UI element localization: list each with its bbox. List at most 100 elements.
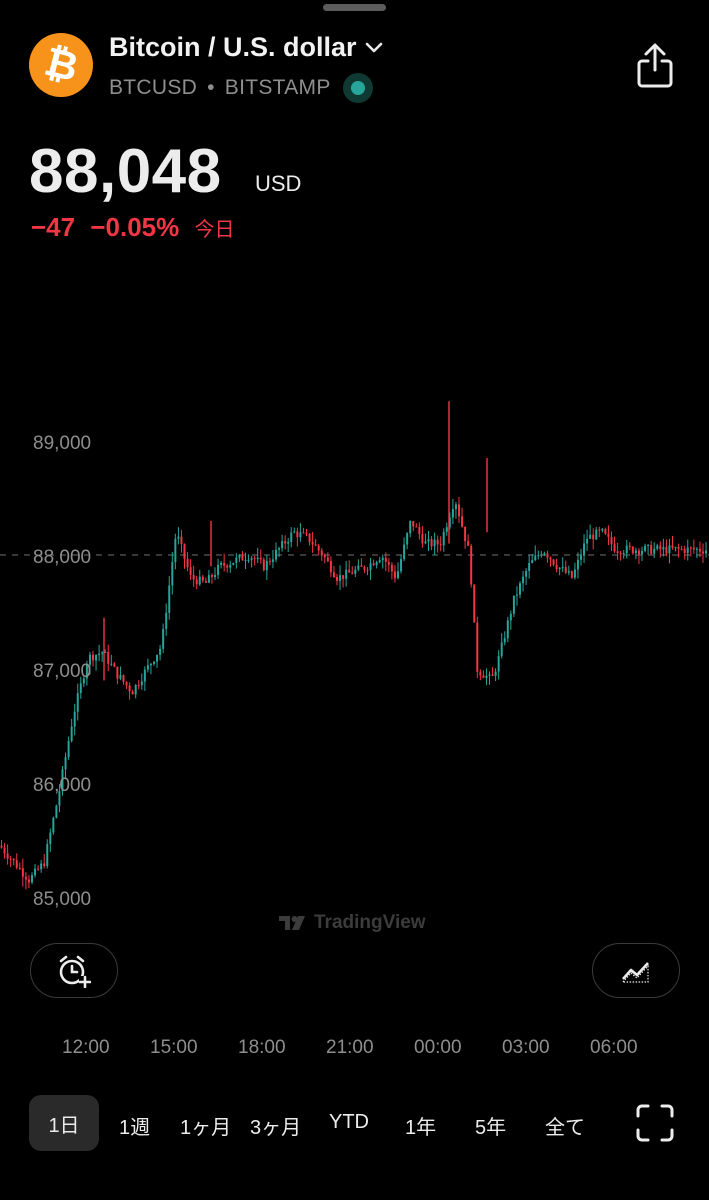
- candle-body: [421, 533, 424, 544]
- candle-body: [195, 579, 198, 585]
- candle-body: [320, 550, 323, 556]
- range-tab-3m[interactable]: 3ヶ月: [250, 1117, 302, 1139]
- y-axis-label: 88,000: [33, 547, 92, 568]
- candle-body: [153, 661, 155, 664]
- y-axis-label: 86,000: [33, 775, 92, 796]
- range-tab-all[interactable]: 全て: [545, 1117, 585, 1139]
- candle-body: [497, 656, 500, 672]
- candle-body: [24, 876, 27, 880]
- candle-body: [159, 648, 162, 655]
- range-tab-5y[interactable]: 5年: [475, 1117, 507, 1139]
- candle-body: [506, 620, 509, 639]
- x-axis-label: 12:00: [62, 1037, 110, 1058]
- candle-body: [628, 545, 631, 548]
- candle-body: [378, 560, 381, 563]
- candle-body: [531, 560, 534, 564]
- candle-body: [561, 567, 564, 569]
- candle-body: [397, 571, 399, 579]
- change-period: 今日: [194, 219, 235, 241]
- x-axis-label: 18:00: [238, 1037, 286, 1058]
- x-axis-label: 06:00: [590, 1037, 638, 1058]
- range-tab-1m[interactable]: 1ヶ月: [180, 1117, 232, 1139]
- candle-body: [122, 675, 125, 682]
- range-tab-1w[interactable]: 1週: [119, 1117, 151, 1139]
- candle-body: [201, 576, 204, 581]
- candle-body: [134, 684, 137, 695]
- candle-body: [400, 559, 403, 572]
- candle-body: [674, 547, 677, 549]
- candle-body: [232, 562, 235, 565]
- candle-body: [278, 548, 281, 550]
- candle-body: [88, 654, 91, 665]
- candle-body: [329, 561, 332, 573]
- candle-body: [9, 858, 12, 860]
- candle-body: [262, 559, 265, 571]
- candle-body: [445, 527, 448, 532]
- candle-body: [491, 674, 494, 676]
- y-axis-label: 85,000: [33, 889, 92, 910]
- candle-body: [525, 570, 528, 577]
- add-alert-button[interactable]: [30, 943, 118, 998]
- candle-body: [235, 557, 238, 563]
- candle-body: [637, 550, 640, 555]
- symbol-title-dropdown[interactable]: Bitcoin / U.S. dollar: [109, 32, 383, 63]
- candle-body: [174, 538, 177, 563]
- candle-body: [677, 547, 680, 549]
- candle-body: [210, 575, 213, 577]
- chart-style-button[interactable]: [592, 943, 680, 998]
- candle-body: [451, 509, 454, 518]
- candle-body: [165, 612, 168, 629]
- candle-body: [500, 642, 503, 657]
- candle-body: [271, 559, 274, 562]
- candle-body: [70, 726, 73, 742]
- candle-body: [293, 531, 296, 533]
- candle-body: [665, 547, 668, 554]
- share-icon[interactable]: [633, 42, 677, 90]
- candle-body: [67, 741, 70, 758]
- candle-body: [250, 558, 253, 560]
- candle-body: [314, 544, 317, 546]
- candle-body: [570, 571, 573, 578]
- candle-body: [390, 564, 393, 572]
- candle-body: [18, 867, 21, 869]
- candle-body: [424, 541, 427, 544]
- market-status-icon: [342, 73, 373, 103]
- candle-body: [119, 675, 122, 679]
- candle-body: [641, 550, 643, 555]
- candle-body: [61, 769, 64, 792]
- candle-body: [415, 526, 418, 528]
- symbol-subtitle: BTCUSD • BITSTAMP: [109, 73, 373, 103]
- candle-body: [229, 564, 232, 568]
- candle-body: [549, 557, 552, 560]
- candle-body: [485, 675, 488, 678]
- candle-body: [488, 674, 491, 676]
- candle-body: [37, 868, 40, 870]
- candle-body: [92, 654, 94, 661]
- candle-body: [564, 567, 567, 573]
- candle-body: [323, 555, 326, 558]
- candle-body: [244, 560, 247, 562]
- candle-body: [546, 553, 549, 558]
- candle-body: [156, 654, 159, 662]
- candle-body: [644, 545, 647, 551]
- candle-body: [387, 561, 390, 565]
- sheet-grabber[interactable]: [323, 4, 386, 11]
- candle-body: [433, 539, 436, 547]
- candle-body: [369, 563, 372, 571]
- fullscreen-icon[interactable]: [636, 1104, 674, 1142]
- candle-body: [21, 868, 24, 877]
- candle-body: [576, 559, 579, 570]
- candle-body: [653, 548, 656, 554]
- candle-body: [43, 863, 46, 867]
- candle-body: [357, 565, 360, 570]
- candle-body: [82, 678, 85, 684]
- candle-body: [214, 574, 216, 577]
- candle-body: [702, 551, 704, 554]
- candle-body: [284, 541, 287, 544]
- range-tab-1d[interactable]: 1日: [29, 1095, 99, 1151]
- candle-body: [104, 651, 107, 653]
- candle-body: [34, 868, 37, 876]
- range-tab-ytd[interactable]: YTD: [329, 1111, 369, 1133]
- price-chart[interactable]: [0, 380, 709, 900]
- range-tab-1y[interactable]: 1年: [405, 1117, 437, 1139]
